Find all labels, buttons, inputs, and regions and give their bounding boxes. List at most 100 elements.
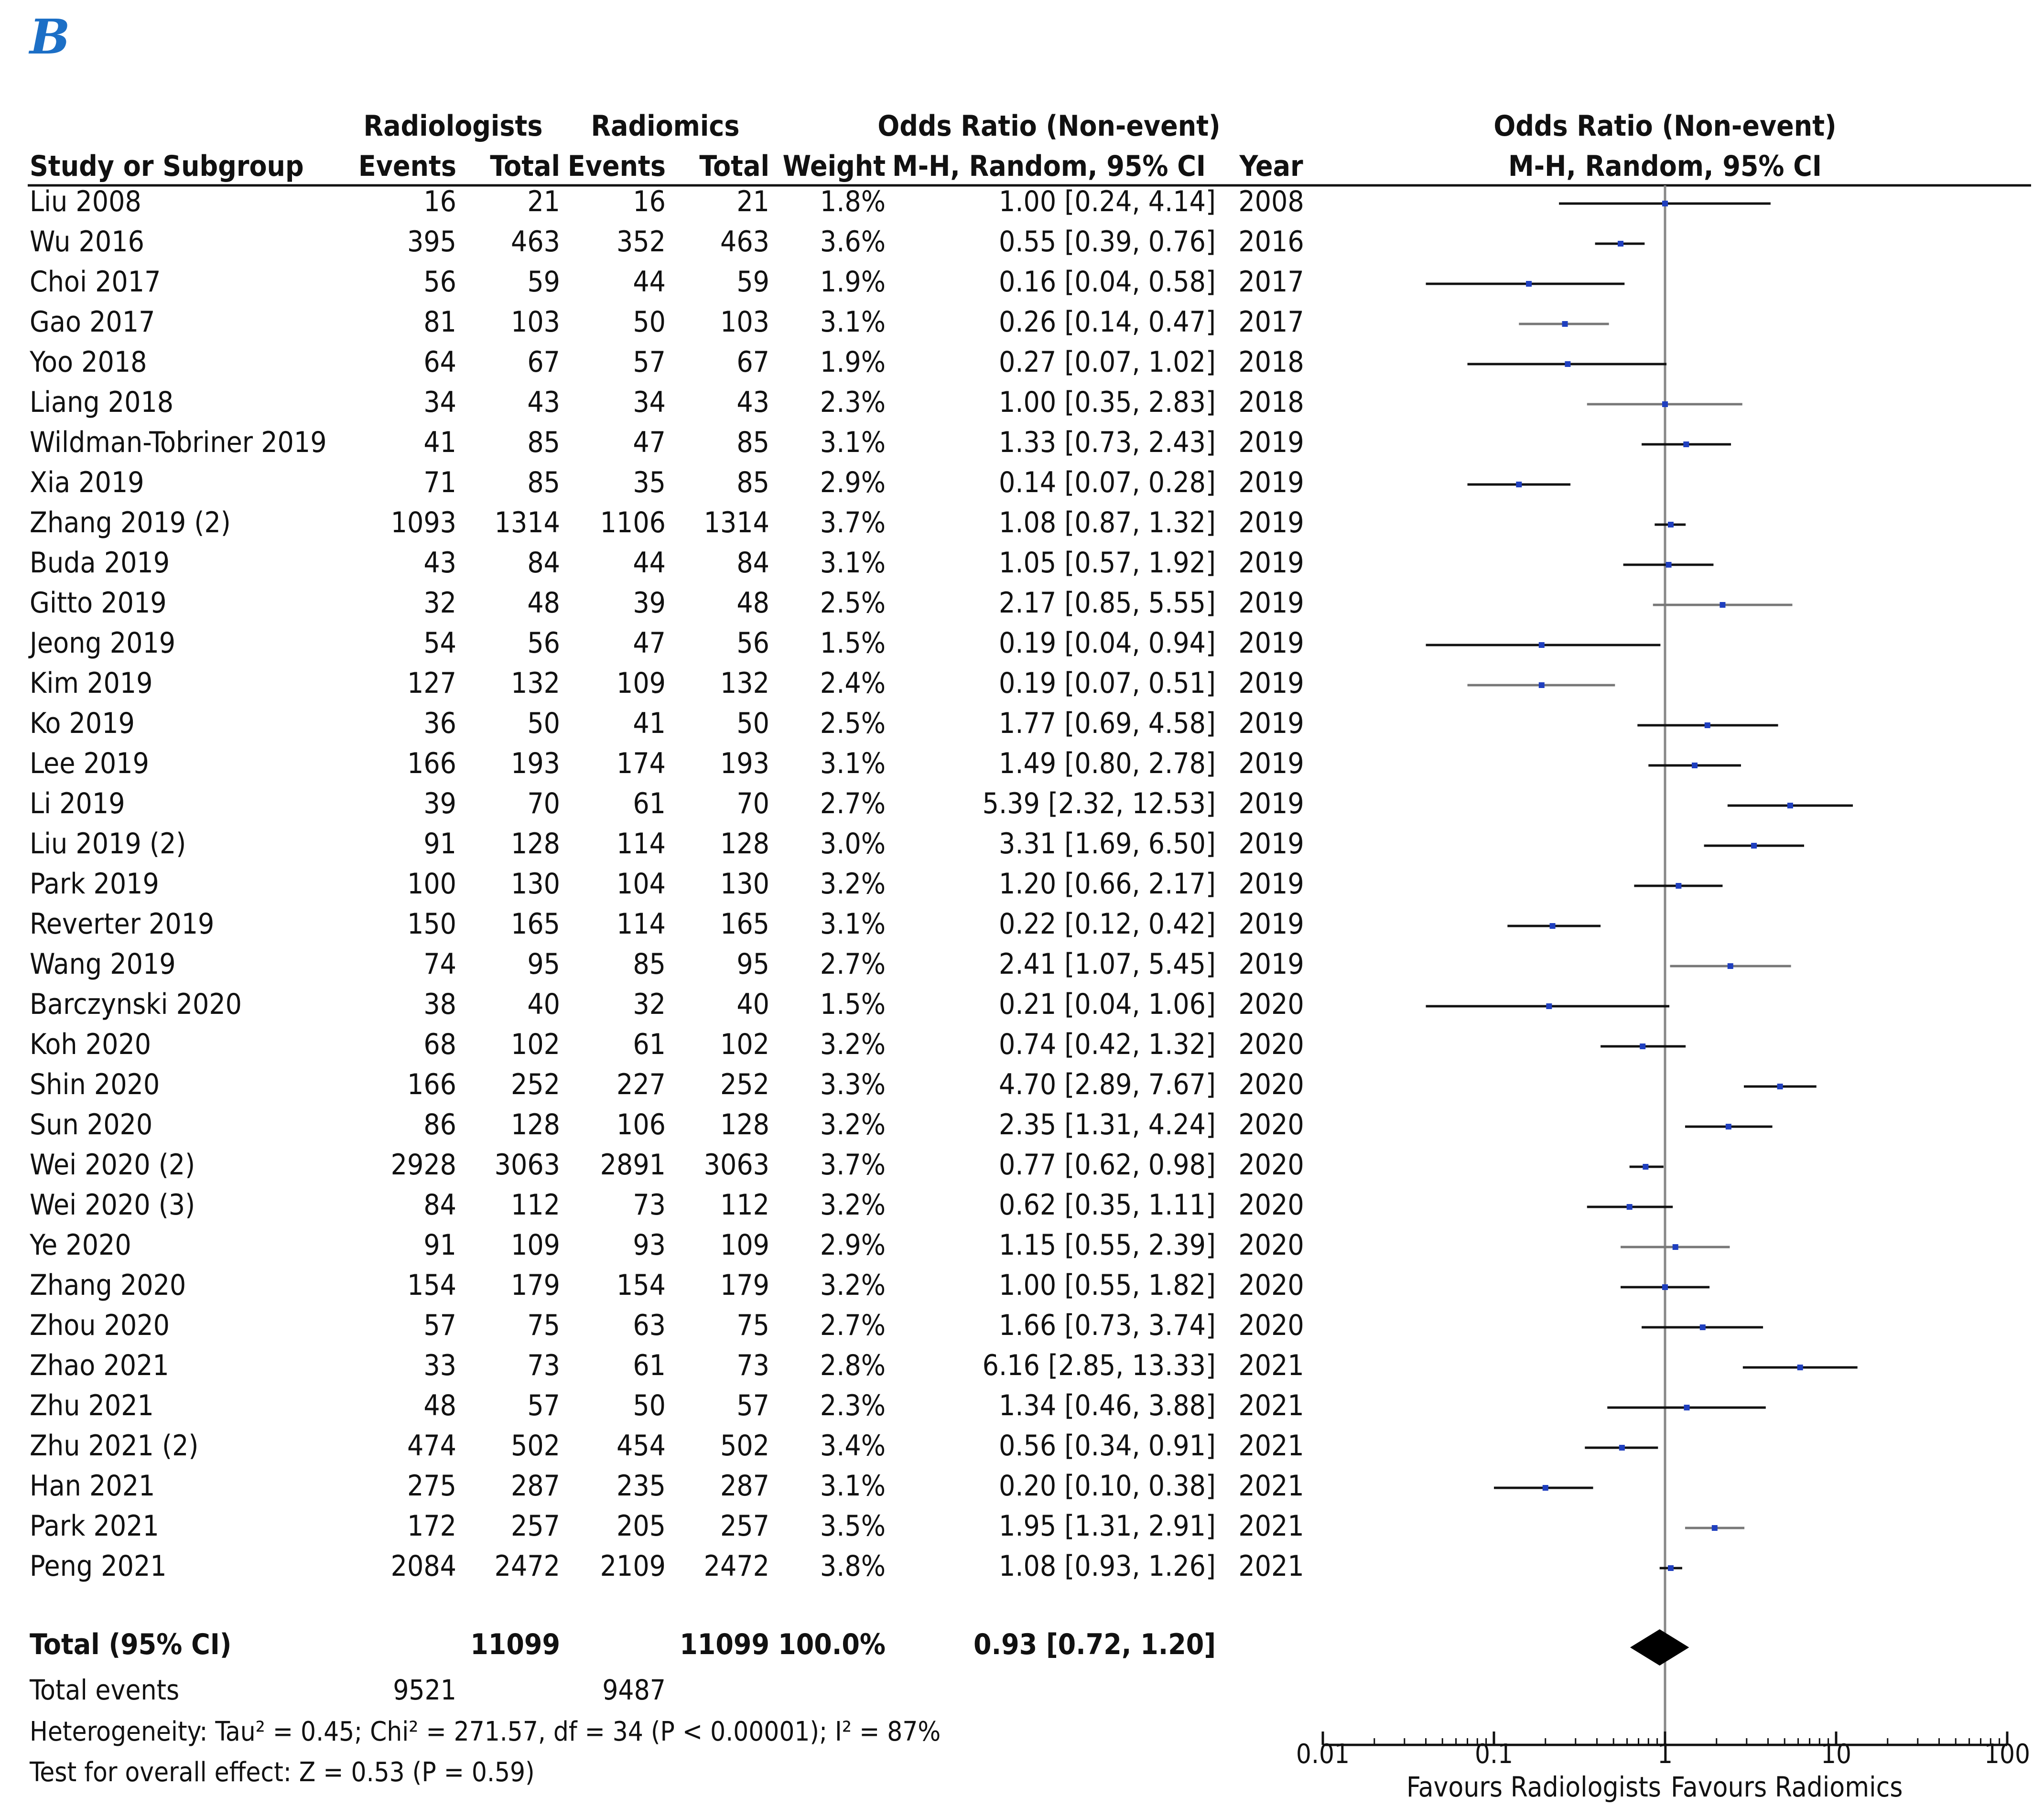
rad-total-cell: 128 [511,1108,560,1141]
year-cell: 2017 [1238,265,1304,299]
radiomics-events-cell: 16 [633,185,666,218]
radiomics-events-cell: 85 [633,947,666,981]
study-name: Yoo 2018 [29,345,147,379]
weight-cell: 1.9% [820,345,886,379]
header-odds-ratio-plot: Odds Ratio (Non-event) [1493,109,1836,143]
point-estimate [1662,401,1668,407]
rad-events-cell: 32 [423,586,456,620]
radiomics-total-cell: 102 [720,1028,769,1061]
odds-ratio-ci-cell: 3.31 [1.69, 6.50] [999,827,1216,860]
rad-total-cell: 40 [527,988,560,1021]
study-name: Liu 2008 [30,185,141,218]
header-weight: Weight [783,150,886,183]
total-radiomics-events: 9487 [602,1674,666,1706]
rad-events-cell: 395 [407,225,456,258]
rad-events-cell: 57 [423,1309,456,1342]
radiomics-total-cell: 43 [736,386,769,419]
study-name: Ko 2019 [30,707,135,740]
point-estimate [1692,763,1698,768]
rad-events-cell: 127 [407,667,456,700]
rad-events-cell: 41 [423,426,456,459]
rad-events-cell: 34 [423,386,456,419]
radiomics-total-cell: 85 [736,426,769,459]
radiomics-total-cell: 3063 [704,1148,769,1182]
x-tick-label: 0.1 [1475,1739,1513,1770]
year-cell: 2018 [1238,345,1304,379]
year-cell: 2019 [1238,747,1304,780]
radiomics-events-cell: 34 [633,386,666,419]
table-row: Gao 2017 81 103 50 103 3.1% 0.26 [0.14, 0.47] 2… [30,305,1609,339]
odds-ratio-ci-cell: 1.34 [0.46, 3.88] [999,1389,1216,1422]
radiomics-total-cell: 73 [736,1349,769,1382]
point-estimate [1699,1324,1706,1330]
point-estimate [1725,1124,1731,1129]
odds-ratio-ci-cell: 0.26 [0.14, 0.47] [999,305,1216,339]
point-estimate [1665,562,1672,568]
year-cell: 2020 [1238,1028,1304,1061]
study-name: Liu 2019 (2) [30,827,186,860]
table-row: Gitto 2019 32 48 39 48 2.5% 2.17 [0.85, 5.55] 2… [30,586,1793,620]
table-row: Zhou 2020 57 75 63 75 2.7% 1.66 [0.73, 3.74] 20… [30,1309,1763,1342]
table-row: Ye 2020 91 109 93 109 2.9% 1.15 [0.55, 2.39] 20… [29,1228,1730,1262]
odds-ratio-ci-cell: 0.19 [0.07, 0.51] [999,667,1216,700]
table-row: Jeong 2019 54 56 47 56 1.5% 0.19 [0.04, 0.94] 2… [28,626,1661,660]
radiomics-events-cell: 47 [633,426,666,459]
rad-events-cell: 1093 [391,506,456,539]
weight-cell: 1.5% [820,626,886,660]
rad-total-cell: 130 [511,867,560,901]
year-cell: 2020 [1238,1108,1304,1141]
rad-events-cell: 91 [423,827,456,860]
odds-ratio-ci-cell: 0.14 [0.07, 0.28] [999,466,1216,499]
rad-events-cell: 2928 [391,1148,456,1182]
year-cell: 2020 [1238,1269,1304,1302]
rad-events-cell: 154 [407,1269,456,1302]
table-row: Yoo 2018 64 67 57 67 1.9% 0.27 [0.07, 1.02] 201… [29,345,1667,379]
table-row: Zhu 2021 (2) 474 502 454 502 3.4% 0.56 [0.34, … [30,1429,1658,1463]
study-name: Zhu 2021 (2) [30,1429,199,1463]
radiomics-total-cell: 70 [736,787,769,820]
year-cell: 2019 [1238,947,1304,981]
table-row: Shin 2020 166 252 227 252 3.3% 4.70 [2.89, 7.6… [30,1068,1817,1101]
year-cell: 2019 [1238,827,1304,860]
rad-total-cell: 50 [527,707,560,740]
weight-cell: 2.7% [820,1309,886,1342]
rad-events-cell: 474 [407,1429,456,1463]
radiomics-total-cell: 2472 [704,1549,769,1583]
total-rad-total: 11099 [470,1628,560,1661]
table-row: Wildman-Tobriner 2019 41 85 47 85 3.1% 1.33 [0… [30,426,1731,459]
radiomics-events-cell: 44 [633,265,666,299]
table-row: Ko 2019 36 50 41 50 2.5% 1.77 [0.69, 4.58] 2019 [30,707,1778,740]
odds-ratio-ci-cell: 0.27 [0.07, 1.02] [999,345,1216,379]
header-radiomics-total: Total [699,150,769,183]
point-estimate [1619,1445,1625,1451]
year-cell: 2020 [1238,1068,1304,1101]
point-estimate [1720,602,1726,608]
point-estimate [1546,1003,1552,1009]
study-name: Reverter 2019 [30,907,214,941]
radiomics-events-cell: 50 [633,305,666,339]
weight-cell: 1.5% [820,988,886,1021]
rad-total-cell: 59 [527,265,560,299]
weight-cell: 3.1% [820,1469,886,1503]
point-estimate [1672,1244,1678,1250]
radiomics-events-cell: 174 [616,747,666,780]
year-cell: 2019 [1238,667,1304,700]
radiomics-total-cell: 132 [720,667,769,700]
rad-events-cell: 43 [423,546,456,580]
radiomics-events-cell: 35 [633,466,666,499]
point-estimate [1777,1084,1783,1089]
rad-total-cell: 102 [511,1028,560,1061]
odds-ratio-ci-cell: 0.62 [0.35, 1.11] [999,1188,1216,1222]
point-estimate [1704,722,1710,728]
radiomics-events-cell: 32 [633,988,666,1021]
radiomics-events-cell: 114 [616,827,666,860]
year-cell: 2019 [1238,546,1304,580]
year-cell: 2021 [1238,1469,1304,1503]
year-cell: 2021 [1238,1549,1304,1583]
study-name: Kim 2019 [30,667,152,700]
odds-ratio-ci-cell: 0.56 [0.34, 0.91] [999,1429,1216,1463]
odds-ratio-ci-cell: 1.00 [0.35, 2.83] [999,386,1216,419]
radiomics-events-cell: 1106 [600,506,666,539]
table-row: Park 2019 100 130 104 130 3.2% 1.20 [0.66, 2.1… [30,867,1723,901]
